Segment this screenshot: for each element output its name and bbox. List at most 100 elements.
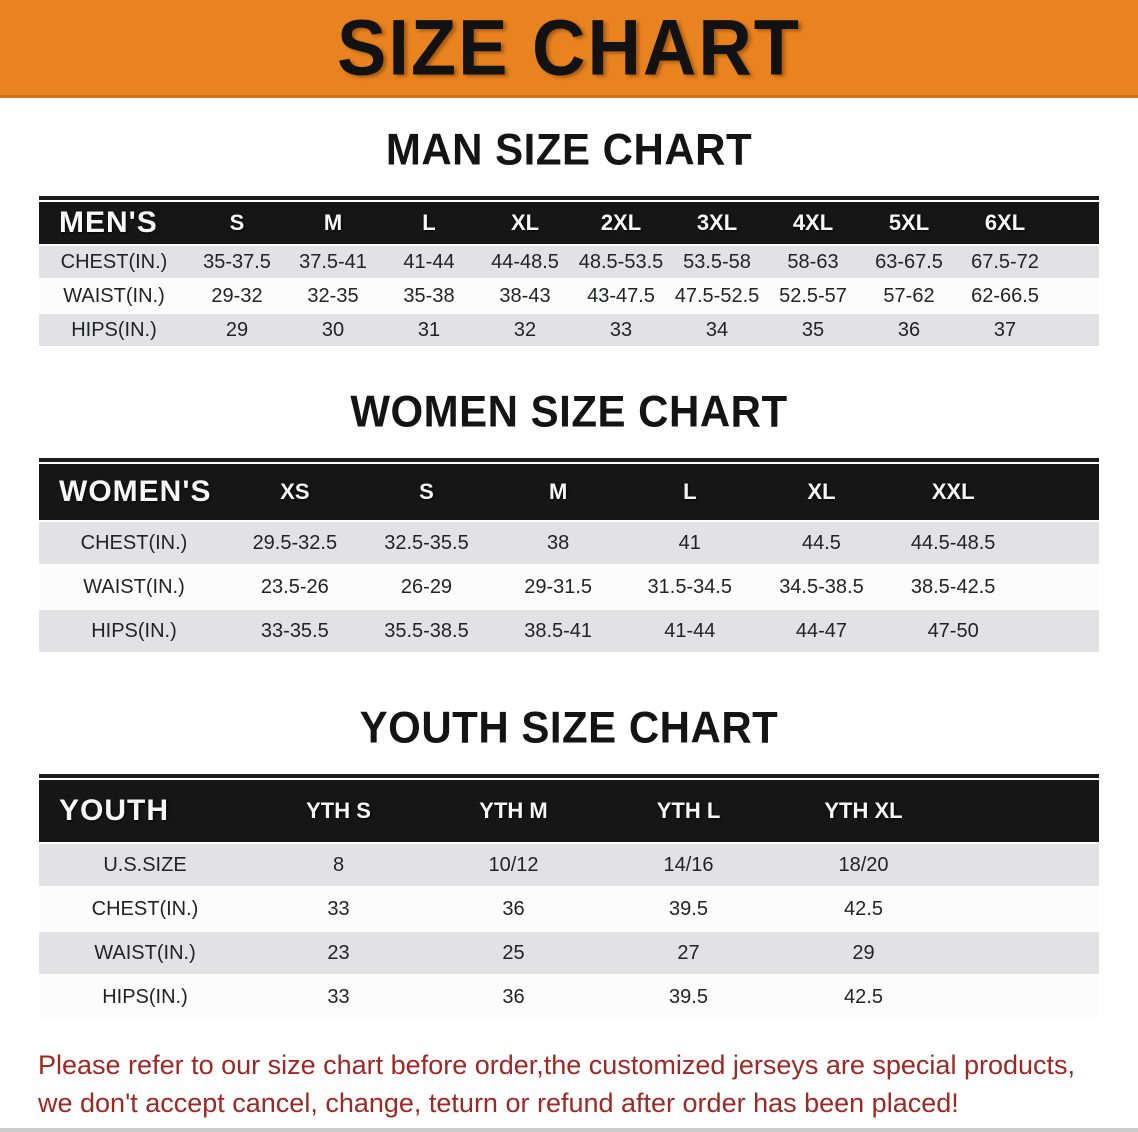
table-row: HIPS(IN.) 33 36 39.5 42.5	[39, 976, 1099, 1018]
size-value-cell: 29-32	[189, 280, 285, 312]
size-column-header: XL	[477, 202, 573, 244]
row-spacer	[1019, 522, 1099, 564]
size-value-cell: 29.5-32.5	[229, 522, 361, 564]
size-value-cell: 42.5	[776, 888, 951, 930]
size-column-header: YTH M	[426, 780, 601, 842]
size-value-cell: 29	[776, 932, 951, 974]
table-row: CHEST(IN.) 29.5-32.5 32.5-35.5 38 41 44.5 44.5…	[39, 522, 1099, 564]
measure-row-label: WAIST(IN.)	[39, 280, 189, 312]
size-column-header: XS	[229, 464, 361, 520]
size-value-cell: 38-43	[477, 280, 573, 312]
row-spacer	[1019, 610, 1099, 652]
size-value-cell: 48.5-53.5	[573, 246, 669, 278]
row-spacer	[1019, 566, 1099, 608]
header-spacer	[1019, 464, 1099, 520]
size-column-header: M	[285, 202, 381, 244]
table-row: WAIST(IN.) 23.5-26 26-29 29-31.5 31.5-34.5 34…	[39, 566, 1099, 608]
table-title: YOUTH	[39, 780, 251, 842]
table-row: WAIST(IN.) 23 25 27 29	[39, 932, 1099, 974]
size-value-cell: 35.5-38.5	[360, 610, 493, 652]
size-column-header: M	[492, 464, 624, 520]
header-spacer	[1053, 202, 1099, 244]
row-spacer	[1053, 246, 1099, 278]
header-spacer	[951, 780, 1099, 842]
size-value-cell: 47.5-52.5	[669, 280, 765, 312]
size-value-cell: 35-38	[381, 280, 477, 312]
size-value-cell: 10/12	[426, 844, 601, 886]
size-column-header: S	[360, 464, 493, 520]
size-column-header: YTH S	[251, 780, 426, 842]
table-title: MEN'S	[39, 202, 189, 244]
size-value-cell: 38	[492, 522, 624, 564]
row-spacer	[1053, 280, 1099, 312]
size-column-header: S	[189, 202, 285, 244]
size-column-header: 5XL	[861, 202, 957, 244]
size-value-cell: 36	[426, 888, 601, 930]
size-value-cell: 33	[251, 888, 426, 930]
size-value-cell: 35	[765, 314, 861, 346]
size-value-cell: 33-35.5	[229, 610, 361, 652]
table-row: U.S.SIZE 8 10/12 14/16 18/20	[39, 844, 1099, 886]
size-value-cell: 67.5-72	[957, 246, 1053, 278]
size-value-cell: 38.5-42.5	[887, 566, 1019, 608]
size-column-header: YTH XL	[776, 780, 951, 842]
measure-row-label: WAIST(IN.)	[39, 566, 229, 608]
table-row: WAIST(IN.) 29-32 32-35 35-38 38-43 43-47.5 47.…	[39, 280, 1099, 312]
size-value-cell: 26-29	[360, 566, 493, 608]
size-value-cell: 29	[189, 314, 285, 346]
measure-row-label: HIPS(IN.)	[39, 314, 189, 346]
size-value-cell: 41-44	[623, 610, 756, 652]
row-spacer	[951, 976, 1099, 1018]
size-value-cell: 25	[426, 932, 601, 974]
table-row: CHEST(IN.) 35-37.5 37.5-41 41-44 44-48.5 48.5…	[39, 246, 1099, 278]
row-spacer	[951, 888, 1099, 930]
size-value-cell: 36	[426, 976, 601, 1018]
size-value-cell: 41-44	[381, 246, 477, 278]
size-value-cell: 34	[669, 314, 765, 346]
size-value-cell: 23	[251, 932, 426, 974]
measure-row-label: HIPS(IN.)	[39, 610, 229, 652]
size-value-cell: 44-47	[755, 610, 888, 652]
men-size-table: MEN'S S M L XL 2XL 3XL 4XL 5XL 6XL CHEST(IN.) 35-37…	[39, 196, 1099, 348]
size-value-cell: 57-62	[861, 280, 957, 312]
table-row: HIPS(IN.) 33-35.5 35.5-38.5 38.5-41 41-44 44-…	[39, 610, 1099, 652]
size-value-cell: 42.5	[776, 976, 951, 1018]
size-column-header: L	[623, 464, 756, 520]
size-value-cell: 18/20	[776, 844, 951, 886]
size-value-cell: 44.5	[755, 522, 888, 564]
order-disclaimer: Please refer to our size chart before or…	[0, 1046, 1138, 1122]
row-spacer	[1053, 314, 1099, 346]
measure-row-label: CHEST(IN.)	[39, 246, 189, 278]
measure-row-label: HIPS(IN.)	[39, 976, 251, 1018]
size-column-header: 3XL	[669, 202, 765, 244]
size-value-cell: 44.5-48.5	[887, 522, 1019, 564]
disclaimer-line-2: we don't accept cancel, change, teturn o…	[38, 1088, 959, 1118]
size-value-cell: 14/16	[601, 844, 776, 886]
measure-row-label: U.S.SIZE	[39, 844, 251, 886]
size-value-cell: 31	[381, 314, 477, 346]
size-value-cell: 39.5	[601, 976, 776, 1018]
size-value-cell: 32.5-35.5	[360, 522, 493, 564]
size-value-cell: 63-67.5	[861, 246, 957, 278]
disclaimer-line-1: Please refer to our size chart before or…	[38, 1050, 1076, 1080]
size-column-header: XXL	[887, 464, 1019, 520]
women-section-heading: WOMEN SIZE CHART	[350, 386, 788, 437]
size-value-cell: 47-50	[887, 610, 1019, 652]
page-title: SIZE CHART	[337, 3, 801, 92]
size-value-cell: 35-37.5	[189, 246, 285, 278]
size-column-header: 6XL	[957, 202, 1053, 244]
women-size-table: WOMEN'S XS S M L XL XXL CHEST(IN.) 29.5-32.5 32.5…	[39, 458, 1099, 654]
size-value-cell: 8	[251, 844, 426, 886]
size-column-header: 2XL	[573, 202, 669, 244]
size-value-cell: 44-48.5	[477, 246, 573, 278]
youth-size-table: YOUTH YTH S YTH M YTH L YTH XL U.S.SIZE 8 10/12…	[39, 774, 1099, 1020]
size-value-cell: 37	[957, 314, 1053, 346]
size-value-cell: 32-35	[285, 280, 381, 312]
bottom-divider	[0, 1128, 1138, 1132]
measure-row-label: CHEST(IN.)	[39, 522, 229, 564]
banner: SIZE CHART	[0, 0, 1138, 98]
size-value-cell: 34.5-38.5	[755, 566, 888, 608]
size-value-cell: 36	[861, 314, 957, 346]
table-row: CHEST(IN.) 33 36 39.5 42.5	[39, 888, 1099, 930]
